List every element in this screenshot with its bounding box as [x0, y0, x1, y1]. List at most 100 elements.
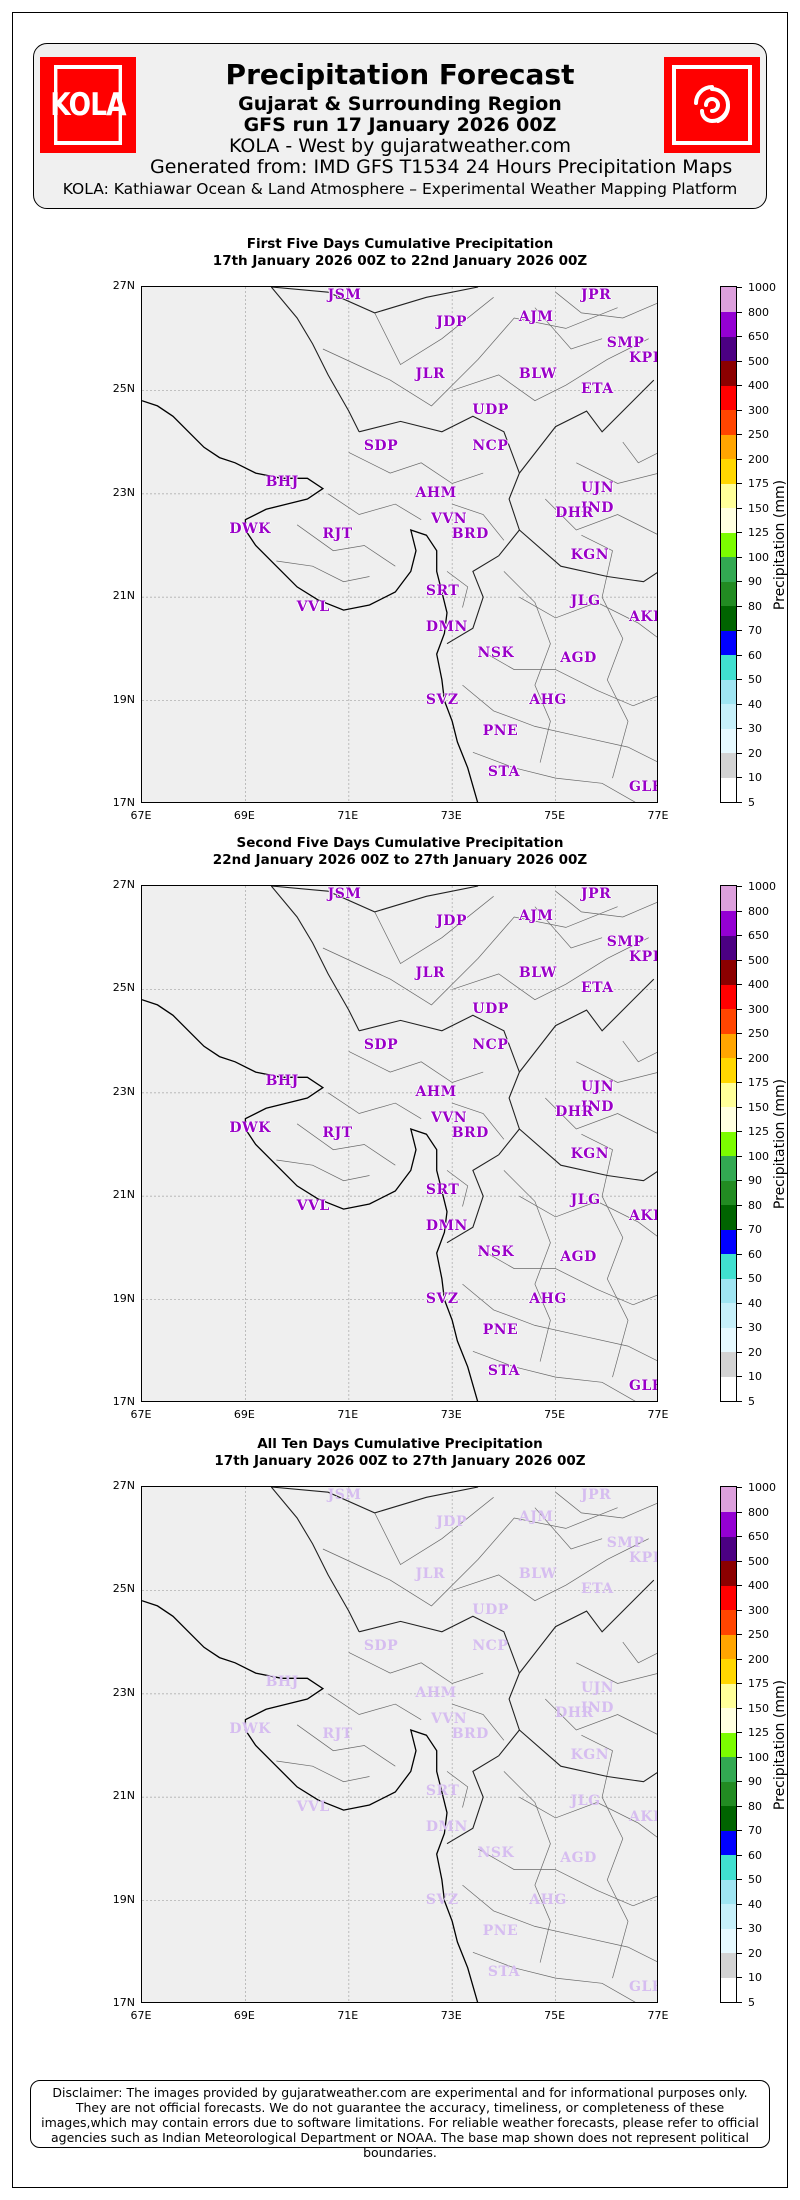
colorbar-tick	[737, 1830, 742, 1832]
district-boundary	[472, 751, 636, 802]
city-label: JLG	[570, 593, 601, 610]
district-boundary	[452, 338, 649, 402]
colorbar-segment	[721, 1253, 736, 1279]
colorbar-tick	[737, 802, 742, 803]
district-boundary	[519, 596, 657, 638]
city-label: STA	[487, 763, 521, 780]
city-label: STA	[487, 1963, 521, 1980]
city-label: DWK	[229, 520, 271, 537]
colorbar-level-label: 150	[748, 501, 769, 515]
colorbar-level-label: 250	[748, 428, 769, 442]
colorbar-level-label: 10	[748, 771, 762, 785]
state-boundary	[358, 1615, 521, 1757]
city-label: AKL	[629, 1207, 657, 1224]
colorbar-segment	[721, 1952, 736, 1978]
colorbar-tick	[737, 935, 742, 937]
site-line: KOLA - West by gujaratweather.com	[228, 135, 572, 157]
colorbar-segment	[721, 984, 736, 1010]
lat-tick-label: 19N	[112, 1291, 135, 1305]
colorbar-segment	[721, 458, 736, 484]
colorbar-tick	[737, 1401, 742, 1402]
city-label: GLB	[629, 1378, 657, 1395]
colorbar-level-label: 90	[748, 575, 762, 589]
city-label: BRD	[451, 1125, 489, 1142]
colorbar-tick	[737, 752, 742, 754]
colorbar-segment	[721, 360, 736, 386]
colorbar-segment	[721, 1008, 736, 1034]
colorbar-level-label: 125	[748, 526, 769, 540]
city-label: VVL	[296, 1798, 330, 1815]
city-label: UJN	[580, 1078, 615, 1095]
city-label: SDP	[363, 438, 399, 455]
lon-tick-label: 73E	[440, 2009, 462, 2022]
city-label: PNE	[482, 1922, 519, 1939]
district-boundary	[296, 1724, 396, 1767]
colorbar-segment	[721, 311, 736, 337]
colorbar-tick	[737, 1609, 742, 1611]
state-boundary	[446, 555, 499, 645]
colorbar-level-label: 60	[748, 1848, 762, 1862]
city-label: AHG	[529, 1290, 567, 1307]
colorbar-segment	[721, 1155, 736, 1181]
lon-tick-label: 73E	[440, 809, 462, 822]
district-boundary	[622, 1040, 657, 1063]
colorbar-level-label: 70	[748, 1824, 762, 1838]
colorbar-level-label: 30	[748, 1321, 762, 1335]
district-boundary	[534, 307, 603, 350]
colorbar-tick	[737, 1376, 742, 1378]
run-subtitle: GFS run 17 January 2026 00Z	[243, 114, 557, 136]
city-label: VVN	[431, 510, 468, 527]
colorbar-segment	[721, 1536, 736, 1562]
colorbar-tick	[737, 959, 742, 961]
city-label: STA	[487, 1362, 521, 1379]
region-subtitle: Gujarat & Surrounding Region	[238, 93, 562, 115]
colorbar-segment	[721, 1830, 736, 1856]
district-boundary	[322, 307, 618, 407]
district-boundary	[576, 462, 657, 484]
colorbar-tick	[737, 777, 742, 779]
colorbar-tick	[737, 1180, 742, 1182]
colorbar-segment	[721, 409, 736, 435]
lat-tick-label: 21N	[112, 1789, 135, 1803]
basemap	[142, 886, 657, 1401]
city-label: BLW	[518, 964, 557, 981]
colorbar-tick	[737, 1634, 742, 1636]
district-boundary	[472, 1951, 636, 2002]
colorbar-segment	[721, 1131, 736, 1157]
colorbar-segment	[721, 1805, 736, 1831]
city-label: DHR	[555, 1104, 594, 1121]
colorbar-level-label: 70	[748, 624, 762, 638]
precipitation-map: JSM JDP AJM JPR SMPKPE JLR BLW ETA UDP SDP NCP BHJ A…	[141, 885, 658, 1402]
lon-tick-label: 77E	[647, 1408, 669, 1421]
city-label: NSK	[477, 1244, 515, 1261]
city-label: BHJ	[265, 1073, 299, 1090]
colorbar-axis-label: Precipitation (mm)	[772, 479, 788, 610]
coastline	[142, 400, 479, 802]
district-boundary	[327, 1092, 422, 1119]
city-label: AHG	[529, 691, 567, 708]
colorbar-level-label: 20	[748, 746, 762, 760]
colorbar-tick	[737, 1903, 742, 1905]
city-label: IND	[580, 1099, 614, 1116]
district-boundary	[576, 1662, 657, 1684]
colorbar-level-label: 30	[748, 722, 762, 736]
colorbar-tick	[737, 556, 742, 558]
lon-tick-label: 77E	[647, 2009, 669, 2022]
lon-tick-label: 75E	[544, 1408, 566, 1421]
city-label: NCP	[472, 438, 509, 455]
city-label: JPR	[580, 1487, 612, 1503]
colorbar-level-label: 50	[748, 1272, 762, 1286]
colorbar-tick	[737, 1585, 742, 1587]
colorbar-segment	[721, 1707, 736, 1733]
colorbar-level-label: 10	[748, 1370, 762, 1384]
city-label: KPE	[629, 1550, 657, 1567]
lon-tick-label: 75E	[544, 809, 566, 822]
city-label: JLG	[570, 1192, 601, 1209]
city-label: ETA	[580, 381, 614, 398]
colorbar-level-label: 150	[748, 1100, 769, 1114]
city-label: VVL	[296, 1197, 330, 1214]
district-boundary	[452, 937, 649, 1001]
city-label: AHM	[415, 1083, 457, 1100]
colorbar-segment	[721, 1609, 736, 1635]
district-boundary	[348, 452, 484, 484]
